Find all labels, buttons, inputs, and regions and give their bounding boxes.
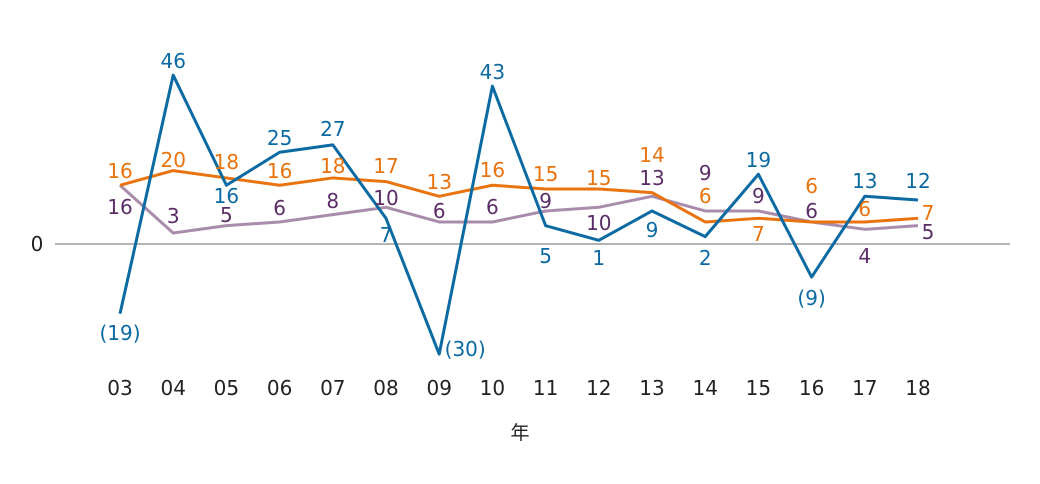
series-2-data-label: 18 bbox=[320, 154, 345, 178]
series-3-data-label: 13 bbox=[639, 166, 664, 190]
series-2-data-label: 6 bbox=[805, 174, 818, 198]
series-1-data-label: 25 bbox=[267, 126, 292, 150]
series-1-data-label: 2 bbox=[699, 246, 712, 270]
y-tick-label: 0 bbox=[31, 232, 44, 256]
series-2-data-label: 18 bbox=[214, 150, 239, 174]
series-1-data-label: (30) bbox=[445, 337, 486, 361]
series-1-data-label: 1 bbox=[592, 246, 605, 270]
series-2-data-label: 15 bbox=[586, 166, 611, 190]
series-1-data-label: (9) bbox=[797, 286, 825, 310]
series-3-data-label: 10 bbox=[586, 211, 611, 235]
series-1-data-label: 7 bbox=[380, 223, 393, 247]
series-1-data-label: 43 bbox=[480, 60, 505, 84]
x-tick-label: 17 bbox=[852, 376, 877, 400]
series-1-data-label: 27 bbox=[320, 117, 345, 141]
series-3-data-label: 5 bbox=[922, 220, 935, 244]
series-2-data-label: 6 bbox=[699, 184, 712, 208]
series-3-data-label: 5 bbox=[220, 203, 233, 227]
series-1-data-label: 5 bbox=[539, 244, 552, 268]
series-3-data-label: 10 bbox=[373, 186, 398, 210]
x-tick-label: 11 bbox=[533, 376, 558, 400]
series-2-data-label: 16 bbox=[267, 159, 292, 183]
series-2-data-label: 20 bbox=[160, 148, 185, 172]
series-2-data-label: 13 bbox=[426, 170, 451, 194]
x-tick-label: 06 bbox=[267, 376, 292, 400]
series-3-data-label: 6 bbox=[486, 195, 499, 219]
series-3-data-label: 4 bbox=[858, 244, 871, 268]
x-tick-label: 16 bbox=[799, 376, 824, 400]
x-tick-label: 07 bbox=[320, 376, 345, 400]
series-2-data-label: 15 bbox=[533, 162, 558, 186]
series-3-data-label: 3 bbox=[167, 204, 180, 228]
x-tick-label: 10 bbox=[480, 376, 505, 400]
x-tick-label: 08 bbox=[373, 376, 398, 400]
x-tick-label: 14 bbox=[692, 376, 717, 400]
series-1-data-label: 13 bbox=[852, 169, 877, 193]
x-axis-title: 年 bbox=[510, 422, 529, 444]
series-1-data-label: 46 bbox=[160, 49, 185, 73]
series-3-data-label: 6 bbox=[433, 199, 446, 223]
x-tick-label: 04 bbox=[160, 376, 185, 400]
x-tick-label: 15 bbox=[746, 376, 771, 400]
series-3-data-label: 6 bbox=[273, 196, 286, 220]
series-2-data-label: 14 bbox=[639, 143, 664, 167]
series-1-data-label: 19 bbox=[746, 148, 771, 172]
series-1-line bbox=[120, 75, 918, 354]
x-tick-label: 03 bbox=[107, 376, 132, 400]
series-1-data-label: 9 bbox=[646, 218, 659, 242]
series-2-data-label: 6 bbox=[858, 197, 871, 221]
series-2-data-label: 7 bbox=[752, 222, 765, 246]
series-3-data-label: 16 bbox=[107, 195, 132, 219]
series-3-data-label: 8 bbox=[326, 189, 339, 213]
series-1-data-label: 12 bbox=[905, 169, 930, 193]
series-1-data-label: (19) bbox=[99, 321, 140, 345]
series-2-data-label: 16 bbox=[480, 158, 505, 182]
x-tick-label: 05 bbox=[214, 376, 239, 400]
x-tick-label: 13 bbox=[639, 376, 664, 400]
series-2-data-label: 17 bbox=[373, 154, 398, 178]
x-tick-label: 18 bbox=[905, 376, 930, 400]
series-3-data-label: 9 bbox=[752, 184, 765, 208]
x-tick-label: 09 bbox=[426, 376, 451, 400]
x-tick-label: 12 bbox=[586, 376, 611, 400]
series-2-data-label: 16 bbox=[107, 159, 132, 183]
series-3-line bbox=[120, 185, 918, 233]
series-3-data-label: 9 bbox=[539, 189, 552, 213]
series-3-data-label: 6 bbox=[805, 199, 818, 223]
series-3-data-label: 9 bbox=[699, 161, 712, 185]
